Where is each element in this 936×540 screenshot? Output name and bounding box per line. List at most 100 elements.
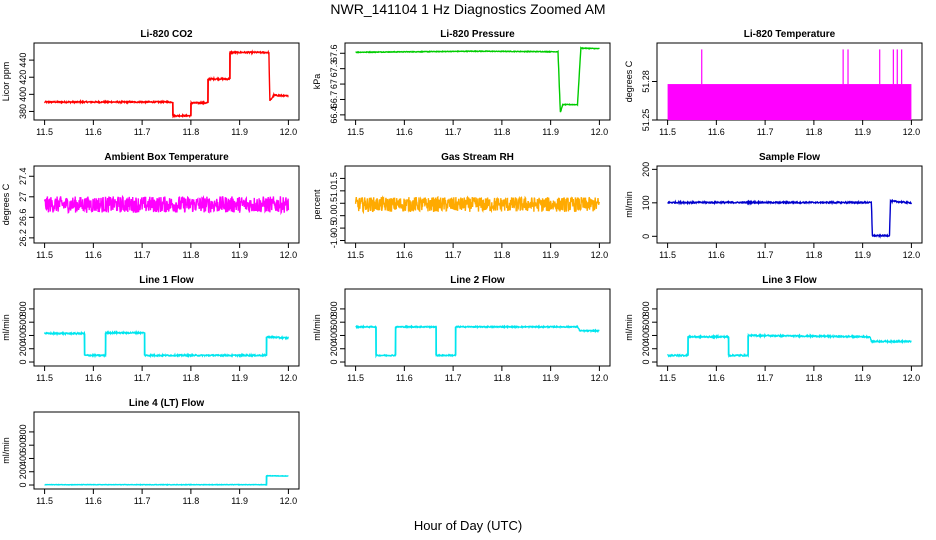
x-tick-label: 11.7 <box>134 127 151 137</box>
y-axis-label: degrees C <box>1 183 11 225</box>
x-tick-label: 12.0 <box>591 127 609 137</box>
y-tick-label: 0 <box>18 483 28 488</box>
x-tick-label: 12.0 <box>591 250 609 260</box>
panel-5: Sample Flow 11.5 11.6 11.7 11.8 11.9 12.0 0 100 2… <box>624 152 923 260</box>
x-tick-label: 11.5 <box>36 373 53 383</box>
x-tick-label: 11.5 <box>347 250 364 260</box>
series-line <box>43 194 290 216</box>
y-tick-label: 67.3 <box>329 60 339 78</box>
y-tick-label: -1.0 <box>329 233 339 249</box>
x-tick-label: 11.8 <box>805 127 822 137</box>
x-tick-label: 12.0 <box>280 127 298 137</box>
x-tick-label: 11.6 <box>85 250 102 260</box>
y-tick-label: 400 <box>641 328 651 343</box>
x-tick-label: 11.7 <box>134 373 151 383</box>
x-tick-label: 11.5 <box>347 373 364 383</box>
y-tick-label: 0 <box>641 360 651 365</box>
x-tick-label: 12.0 <box>280 373 298 383</box>
x-tick-label: 11.9 <box>542 373 559 383</box>
y-tick-label: 600 <box>329 315 339 330</box>
panel-1: Li-820 Pressure 11.5 11.6 11.7 11.8 11.9 12.0 6… <box>312 29 611 137</box>
x-tick-label: 11.7 <box>134 496 151 506</box>
x-tick-label: 11.9 <box>854 373 871 383</box>
series-line <box>43 49 289 119</box>
y-tick-label: 27 <box>18 192 28 202</box>
y-axis-label: ml/min <box>312 314 322 341</box>
y-tick-label: 0.0 <box>329 209 339 222</box>
y-tick-label: 27.4 <box>18 168 28 186</box>
y-tick-label: 0.5 <box>329 197 339 210</box>
series-line <box>44 474 289 487</box>
y-tick-label: -0.5 <box>329 220 339 236</box>
y-tick-label: 0 <box>329 360 339 365</box>
y-axis-label: ml/min <box>624 314 634 341</box>
x-tick-label: 11.5 <box>36 250 53 260</box>
panel-title: Line 1 Flow <box>139 275 194 286</box>
panel-title: Line 4 (LT) Flow <box>129 398 205 409</box>
plot-frame <box>656 288 923 367</box>
y-tick-label: 800 <box>18 424 28 439</box>
y-tick-label: 200 <box>18 464 28 479</box>
plot-frame <box>33 42 300 121</box>
y-axis-label: ml/min <box>624 191 634 218</box>
x-tick-label: 11.7 <box>757 373 774 383</box>
x-tick-label: 11.8 <box>182 250 199 260</box>
y-tick-label: 26.6 <box>18 209 28 227</box>
x-tick-label: 11.6 <box>396 127 413 137</box>
x-tick-label: 11.5 <box>659 373 676 383</box>
y-tick-label: 200 <box>641 341 651 356</box>
series-line <box>666 332 912 358</box>
x-tick-label: 11.6 <box>396 250 413 260</box>
x-tick-label: 11.7 <box>757 127 774 137</box>
x-tick-label: 12.0 <box>280 250 298 260</box>
y-axis-label: Licor ppm <box>1 62 11 102</box>
y-axis-label: kPa <box>312 74 322 90</box>
panel-7: Line 2 Flow 11.5 11.6 11.7 11.8 11.9 12.0 0 2004… <box>312 275 611 383</box>
y-axis-label: degrees C <box>624 60 634 102</box>
y-tick-label: 200 <box>641 162 651 177</box>
panel-title: Gas Stream RH <box>441 152 514 163</box>
y-tick-label: 200 <box>18 341 28 356</box>
x-axis-title: Hour of Day (UTC) <box>413 518 523 533</box>
panel-6: Line 1 Flow 11.5 11.6 11.7 11.8 11.9 12.0 0 2004… <box>1 275 300 383</box>
x-tick-label: 11.9 <box>231 496 248 506</box>
panel-4: Gas Stream RH 11.5 11.6 11.7 11.8 11.9 12.0 -1.… <box>312 152 611 260</box>
y-tick-label: 400 <box>18 328 28 343</box>
x-tick-label: 11.8 <box>182 496 199 506</box>
panel-8: Line 3 Flow 11.5 11.6 11.7 11.8 11.9 12.0 0 2004… <box>624 275 923 383</box>
y-tick-label: 600 <box>18 438 28 453</box>
x-tick-label: 11.8 <box>182 127 199 137</box>
x-tick-label: 12.0 <box>903 250 921 260</box>
panel-title: Li-820 Temperature <box>744 29 836 40</box>
y-tick-label: 800 <box>18 301 28 316</box>
data-band <box>667 84 912 120</box>
y-tick-label: 51.28 <box>641 70 651 93</box>
x-tick-label: 12.0 <box>903 373 921 383</box>
y-tick-label: 67 <box>329 79 339 89</box>
x-tick-label: 11.5 <box>347 127 364 137</box>
series-line <box>43 329 290 359</box>
x-tick-label: 11.6 <box>85 127 102 137</box>
panel-title: Line 3 Flow <box>762 275 817 286</box>
y-tick-label: 0 <box>18 360 28 365</box>
plot-frame <box>33 411 300 490</box>
x-tick-label: 11.8 <box>805 373 822 383</box>
y-tick-label: 100 <box>641 195 651 210</box>
x-tick-label: 12.0 <box>591 373 609 383</box>
y-tick-label: 400 <box>18 451 28 466</box>
x-tick-label: 11.8 <box>805 250 822 260</box>
x-tick-label: 11.7 <box>134 250 151 260</box>
y-axis-label: ml/min <box>1 437 11 464</box>
panel-9: Line 4 (LT) Flow 11.5 11.6 11.7 11.8 11.9 12.0… <box>1 398 300 506</box>
y-tick-label: 26.2 <box>18 229 28 247</box>
panel-title: Ambient Box Temperature <box>104 152 229 163</box>
y-tick-label: 1.5 <box>329 172 339 185</box>
series-line <box>355 324 600 359</box>
y-tick-label: 600 <box>18 315 28 330</box>
x-tick-label: 11.7 <box>445 250 462 260</box>
plot-frame <box>656 165 923 244</box>
plot-frame <box>33 288 300 367</box>
plot-frame <box>344 165 611 244</box>
x-tick-label: 11.6 <box>85 496 102 506</box>
